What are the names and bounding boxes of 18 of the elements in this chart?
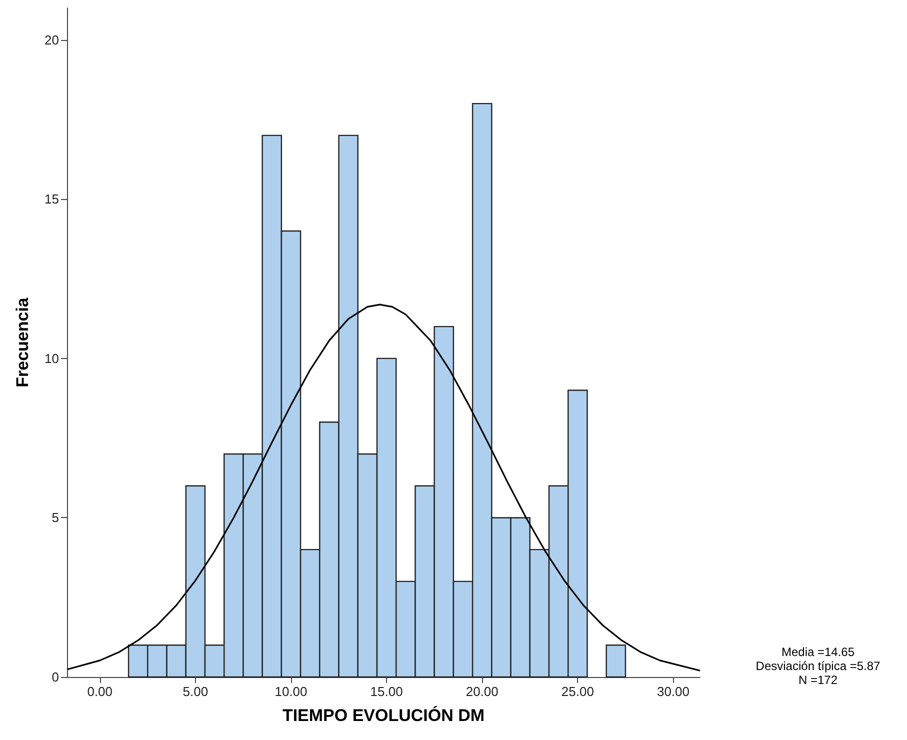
line-series [66, 304, 701, 672]
x-tick-label: 30.00 [656, 684, 690, 699]
x-tick-label: 0.00 [87, 684, 113, 699]
x-tick-label: 15.00 [370, 684, 403, 699]
x-tick-label: 10.00 [274, 684, 308, 699]
x-tick-label: 20.00 [466, 684, 498, 699]
y-tick-label: 20 [44, 32, 59, 48]
y-tick-label: 10 [44, 350, 59, 366]
y-tick-label: 5 [52, 510, 59, 526]
x-tick-label: 25.00 [561, 684, 594, 699]
y-axis-title: Frecuencia [13, 297, 32, 388]
x-axis-title: TIEMPO EVOLUCIÓN DM [282, 705, 485, 725]
y-tick-label: 15 [44, 192, 59, 207]
y-tick-label: 0 [52, 670, 59, 684]
text: Media =14.65 [781, 645, 855, 659]
text: N =172 [798, 673, 838, 687]
x-tick-label: 5.00 [182, 684, 208, 699]
text: Desviación típica =5.87 [756, 659, 881, 673]
